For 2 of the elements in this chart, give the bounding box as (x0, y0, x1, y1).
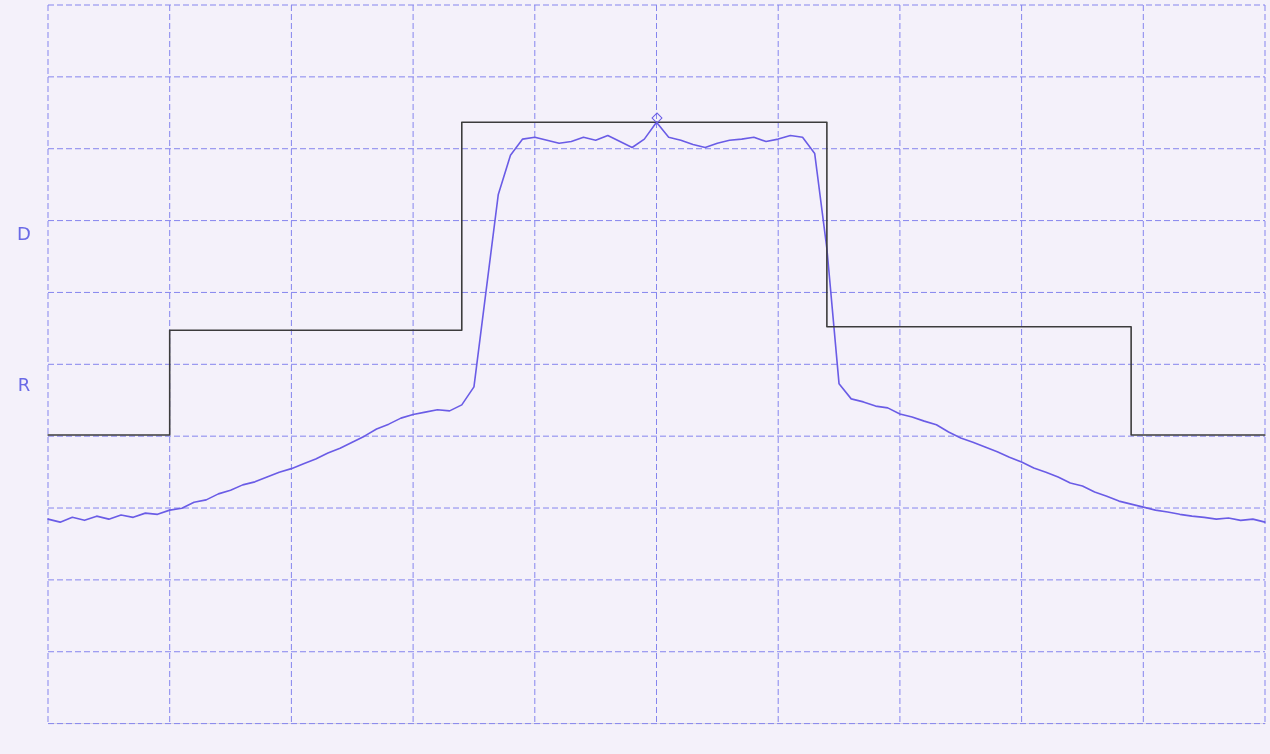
text: R (17, 373, 31, 395)
text: D (17, 222, 31, 244)
